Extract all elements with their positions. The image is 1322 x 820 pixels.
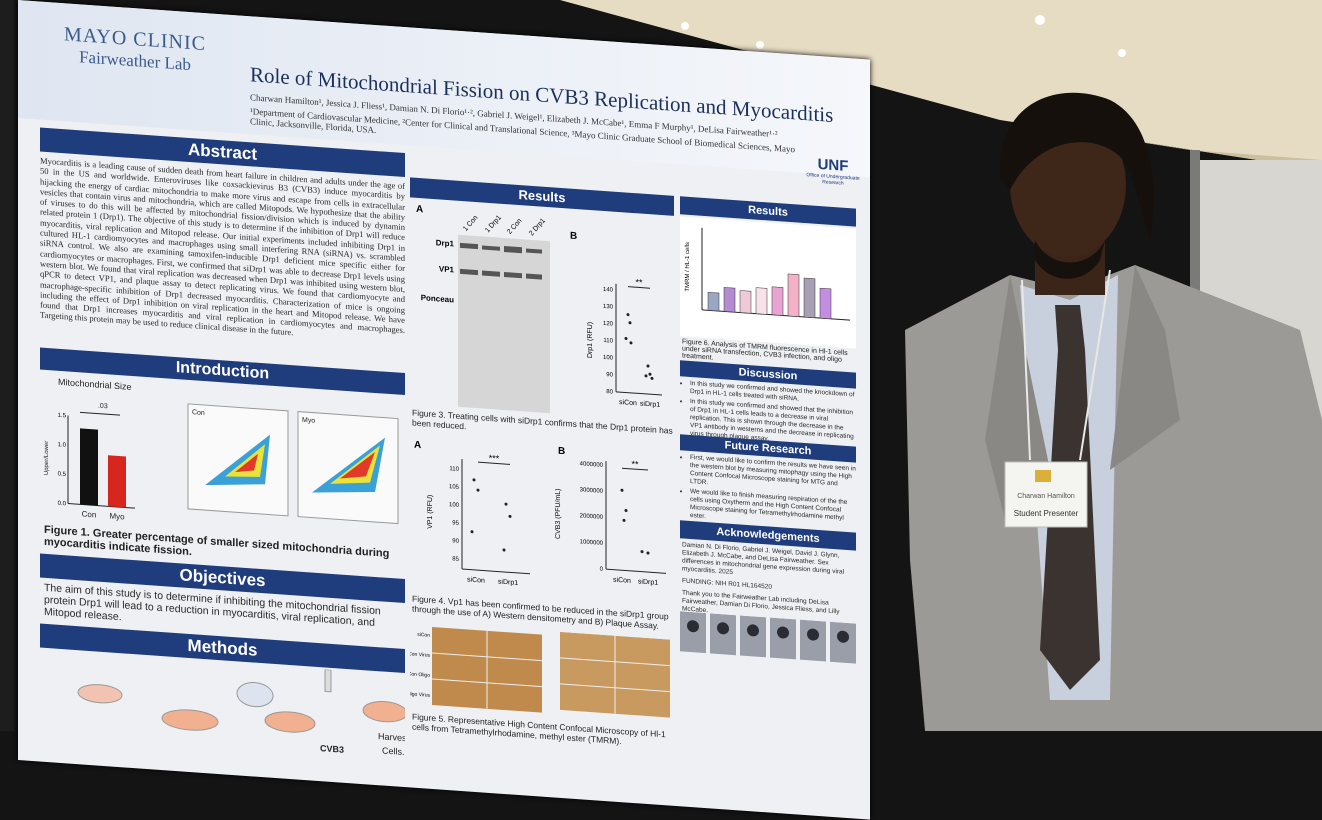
panel-label: A [416,204,423,215]
x-label: Con [82,509,97,519]
page: MAYO CLINIC Fairweather Lab Role of Mito… [0,0,1322,731]
badge-role: Student Presenter [1014,509,1079,518]
presenter: Charwan Hamilton Student Presenter [905,113,1322,731]
significance: *** [489,453,500,464]
y-axis-label: TMRM / HL-1 cells [685,242,691,292]
panel-label: Myo [302,417,315,425]
x-label: siDrp1 [638,578,658,586]
significance: ** [635,277,642,288]
method-label: CVB3 [320,743,344,755]
row-label: Drp1 [436,238,455,248]
y-tick-label: 90 [606,372,613,379]
significance: ** [631,459,638,470]
y-tick-label: 95 [452,520,459,527]
x-label: siCon [613,577,631,585]
row-label: siCon Oligo [410,671,430,679]
y-tick-label: 110 [449,466,459,473]
y-tick-label: 120 [603,321,614,328]
lab-photos [680,611,856,664]
y-tick-label: 100 [603,355,614,362]
panel-label: B [558,446,565,457]
row-label: siCon Oligo Virus [410,690,430,699]
y-tick-label: 140 [603,287,614,294]
y-tick-label: 1.5 [58,413,67,420]
y-tick-label: 100 [449,502,460,509]
x-label: siCon [467,576,485,584]
y-tick-label: 3000000 [580,487,604,495]
panel-label: B [570,231,577,242]
y-tick-label: 2000000 [580,513,604,521]
x-label: Myo [109,511,125,521]
y-tick-label: 0.5 [58,471,67,478]
y-tick-label: 110 [603,338,613,345]
x-label: siDrp1 [498,579,518,587]
method-label: Cells. [382,745,404,757]
panel-label: A [414,440,421,451]
figure-5: siCon siCon Virus siCon Oligo siCon Oligo V… [410,626,670,718]
figure-title: Mitochondrial Size [58,377,131,392]
y-tick-label: 80 [606,389,613,396]
row-label: Ponceau [421,293,454,304]
figure-1: Mitochondrial Size .03 Con Myo Upper/Low… [44,377,399,525]
y-tick-label: 4000000 [580,461,604,469]
x-label: siCon [619,399,637,407]
y-tick-label: 130 [603,304,614,311]
badge-name: Charwan Hamilton [1017,493,1075,500]
y-tick-label: 1000000 [580,539,604,547]
y-tick-label: 1.0 [58,442,67,449]
row-label: siCon [417,632,430,639]
figure-4: A B 110 105 100 95 90 85 4000000 3000000 2000000… [414,440,666,587]
poster: MAYO CLINIC Fairweather Lab Role of Mito… [18,0,870,820]
p-value: .03 [98,403,108,411]
y-axis-label: Drp1 (RFU) [587,322,594,359]
method-label: Harvest [378,731,405,743]
y-tick-label: 0 [600,567,604,573]
y-tick-label: 105 [449,484,460,491]
figure-6: TMRM / HL-1 cells [680,216,856,349]
y-tick-label: 90 [452,538,459,545]
x-label: siDrp1 [640,400,660,408]
y-tick-label: 0.0 [58,501,67,508]
row-label: VP1 [439,264,455,274]
y-axis-label: Upper/Lower [44,441,50,476]
y-tick-label: 85 [452,556,459,563]
y-axis-label: VP1 (RFU) [427,495,434,530]
panel-label: Con [192,409,205,417]
row-label: siCon Virus [410,651,430,659]
figure-3: A B 1 Con 1 Drp1 2 Con 2 Drp1Drp1VP1Ponceau… [416,204,662,414]
y-axis-label: CVB3 (PFU/mL) [555,488,562,539]
